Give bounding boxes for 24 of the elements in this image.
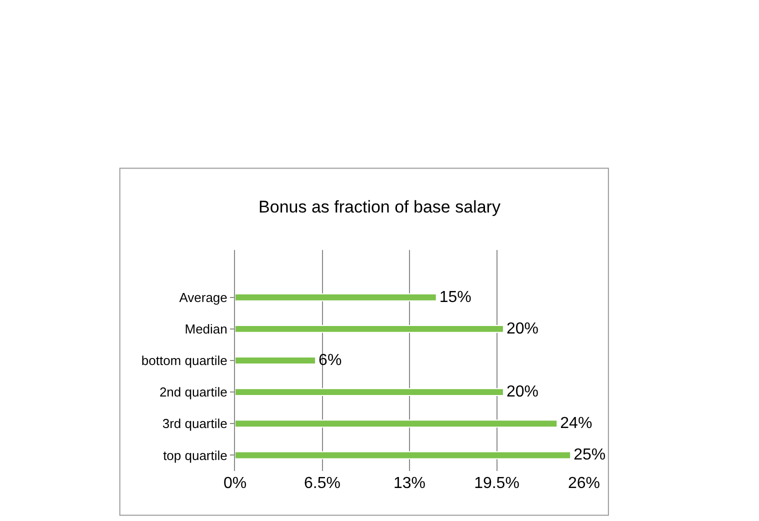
y-tick-label: 2nd quartile	[159, 384, 228, 400]
data-label: 15%	[439, 288, 472, 306]
chart-title: Bonus as fraction of base salary	[258, 197, 501, 216]
x-tick-label: 0%	[223, 475, 247, 492]
y-tick-label: top quartile	[163, 448, 228, 463]
bar	[235, 293, 437, 302]
data-label: 6%	[318, 352, 342, 369]
x-tick-label: 13%	[393, 475, 426, 492]
data-label: 25%	[574, 446, 606, 464]
y-tick-label: 3rd quartile	[162, 416, 228, 432]
bar	[235, 420, 558, 428]
data-label: 20%	[506, 384, 538, 401]
bar	[235, 356, 316, 364]
bar	[235, 451, 572, 460]
y-tick-label: Median	[184, 321, 228, 336]
x-tick-label: 6.5%	[304, 475, 340, 492]
bar	[235, 324, 504, 333]
bar	[235, 388, 504, 396]
y-tick-label: bottom quartile	[141, 353, 228, 368]
x-tick-label: 26%	[568, 475, 600, 492]
data-label: 24%	[560, 415, 592, 432]
data-label: 20%	[506, 320, 538, 338]
x-tick-label: 19.5%	[474, 475, 520, 492]
y-tick-label: Average	[179, 290, 228, 305]
